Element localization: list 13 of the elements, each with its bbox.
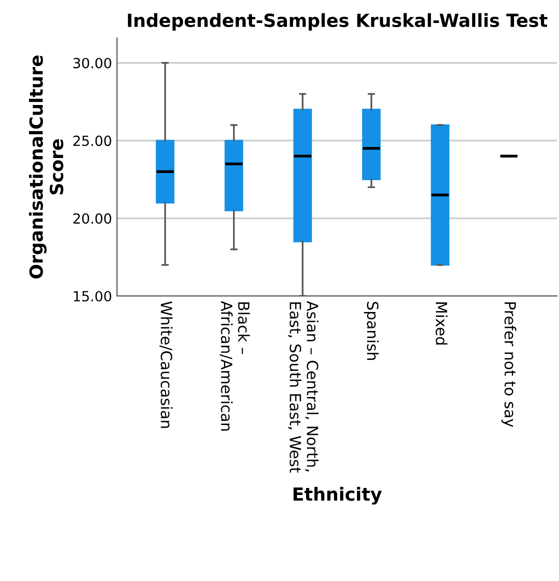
x-tick-label: Asian – Central, North, East, South East, West xyxy=(288,300,319,473)
x-axis-title: Ethnicity xyxy=(294,486,382,505)
y-tick-label: 15.00 xyxy=(74,290,112,302)
x-tick-label: White/Caucasian xyxy=(159,301,173,428)
y-tick-label: 20.00 xyxy=(73,213,112,224)
x-tick-label: Mixed xyxy=(436,302,448,345)
y-axis-title: OrganisationalCulture Score xyxy=(28,56,64,278)
y-tick-label: 25.00 xyxy=(73,136,112,146)
x-tick-label: Black – African/American xyxy=(220,300,250,431)
chart-title: Independent-Samples Kruskal-Wallis Test xyxy=(128,13,548,31)
x-tick-label: Spanish xyxy=(364,302,379,360)
x-tick-label: Prefer not to say xyxy=(501,302,516,428)
y-tick-label: 30.00 xyxy=(73,58,112,68)
